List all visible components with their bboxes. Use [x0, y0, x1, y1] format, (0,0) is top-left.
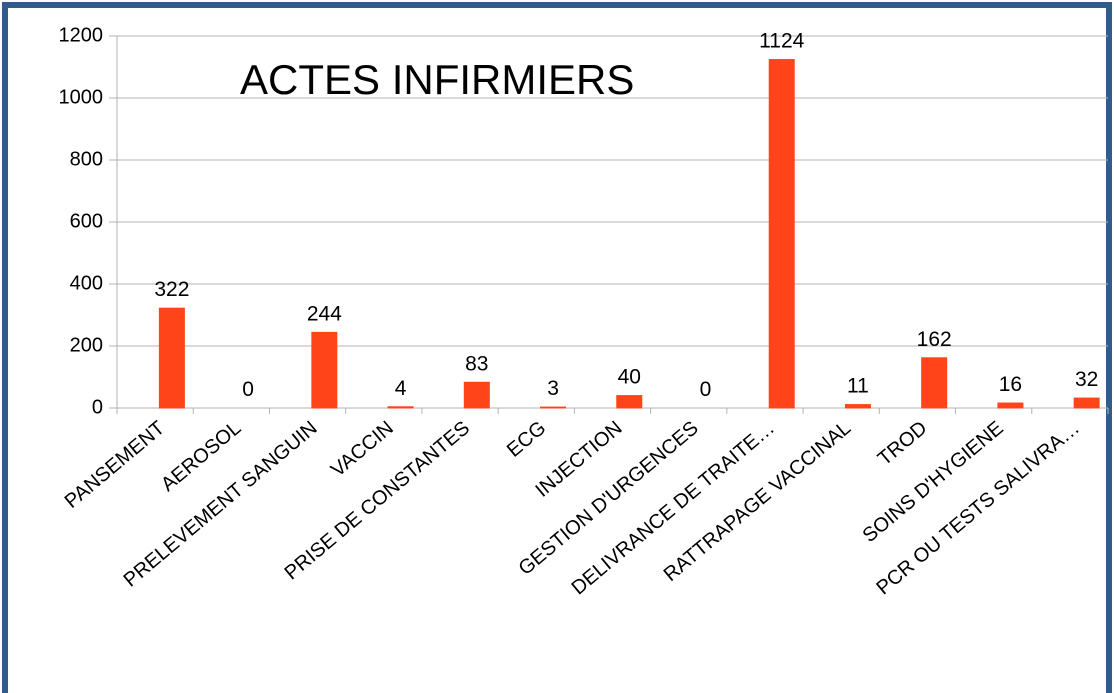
data-label: 4 — [395, 377, 407, 400]
bar — [844, 404, 871, 409]
data-label: 322 — [154, 278, 189, 301]
data-label: 11 — [847, 375, 869, 398]
x-tick-label: PANSEMENT — [61, 417, 169, 513]
bar — [387, 406, 414, 409]
bar — [311, 331, 338, 409]
y-tick-label: 400 — [70, 272, 103, 294]
y-tick-label: 1000 — [59, 86, 104, 108]
bar — [616, 395, 643, 409]
bar — [1073, 397, 1100, 409]
y-tick-label: 800 — [70, 148, 103, 170]
x-tick-label: TROD — [874, 417, 932, 470]
data-label: 40 — [618, 366, 641, 389]
data-label: 83 — [465, 352, 488, 375]
data-label: 32 — [1075, 368, 1098, 391]
data-label: 0 — [242, 378, 254, 401]
data-label: 16 — [999, 373, 1022, 396]
bar — [463, 381, 490, 409]
bar — [158, 307, 185, 409]
data-label: 1124 — [759, 30, 804, 53]
x-tick-label: ECG — [503, 417, 550, 462]
data-label: 162 — [917, 328, 952, 351]
y-tick-label: 0 — [92, 396, 103, 418]
bar — [997, 402, 1024, 409]
chart-title: ACTES INFIRMIERS — [240, 56, 634, 103]
data-label: 244 — [307, 302, 342, 325]
y-tick-label: 600 — [70, 210, 103, 232]
data-label: 0 — [700, 378, 712, 401]
x-tick-label: SOINS D'HYGIENE — [859, 417, 1008, 547]
bar — [921, 357, 948, 409]
y-tick-label: 1200 — [59, 24, 104, 46]
bar — [768, 59, 795, 409]
x-tick-label: VACCIN — [327, 417, 398, 481]
data-label: 3 — [547, 377, 559, 400]
y-tick-label: 200 — [70, 334, 103, 356]
bar — [540, 406, 567, 409]
